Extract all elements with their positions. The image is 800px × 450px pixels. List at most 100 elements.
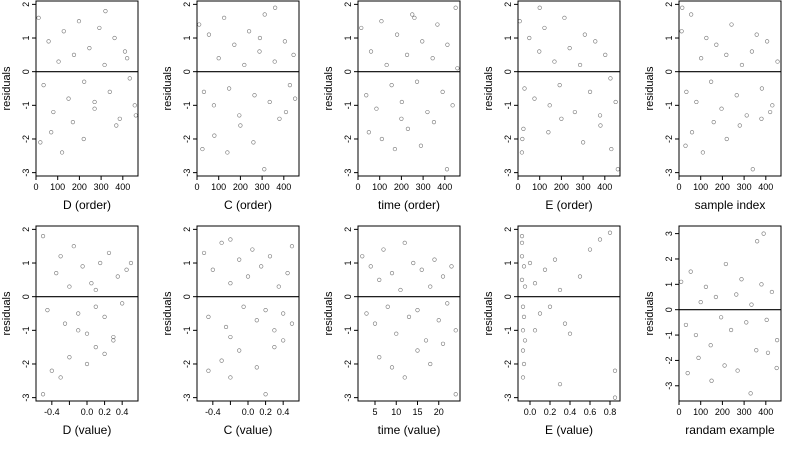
- y-tick-label: -2: [21, 135, 31, 143]
- data-point: [102, 314, 107, 319]
- y-tick-label: -2: [664, 356, 674, 364]
- data-point: [59, 150, 65, 155]
- y-tick-label: 1: [503, 36, 513, 41]
- y-tick-label: 1: [21, 36, 31, 41]
- panel-p4: -3 -2 -1 0 1 2 0 100 200 300 400 residuals E (order): [483, 0, 621, 212]
- x-axis-label: C (order): [224, 198, 272, 212]
- x-tick-label: 400: [597, 182, 612, 192]
- data-point: [542, 25, 547, 31]
- data-point: [436, 318, 441, 323]
- data-point: [739, 277, 744, 282]
- x-tick-label: 0.4: [277, 407, 290, 417]
- data-point: [522, 284, 528, 289]
- y-tick-label: -3: [343, 169, 353, 177]
- data-point: [744, 113, 749, 118]
- x-tick-label: 300: [737, 182, 752, 192]
- data-point: [415, 308, 420, 313]
- x-tick-label: 200: [715, 182, 730, 192]
- data-point: [368, 49, 374, 54]
- data-point: [385, 304, 390, 309]
- data-point: [40, 233, 46, 239]
- data-point: [223, 324, 229, 330]
- y-tick-label: -2: [182, 135, 192, 143]
- data-point: [739, 62, 745, 68]
- data-point: [289, 244, 295, 249]
- data-point: [520, 136, 525, 142]
- data-point: [128, 260, 134, 266]
- data-point: [399, 99, 404, 105]
- x-tick-label: 400: [437, 182, 452, 192]
- y-tick-label: -1: [343, 326, 353, 334]
- data-point: [237, 348, 242, 353]
- data-point: [597, 237, 603, 242]
- panel-p5: -3 -2 -1 0 1 2 0 100 200 300 400 residuals sample in…: [644, 0, 782, 212]
- data-point: [273, 5, 278, 10]
- x-tick-label: 0.8: [604, 407, 617, 417]
- data-point: [262, 167, 267, 172]
- data-point: [735, 368, 740, 373]
- data-point: [402, 240, 407, 245]
- data-point: [219, 240, 224, 245]
- data-point: [722, 363, 727, 368]
- x-tick-label: 300: [94, 182, 109, 192]
- y-axis-label: residuals: [1, 291, 13, 336]
- data-point: [98, 260, 103, 266]
- y-tick-label: 0: [21, 294, 31, 299]
- data-point: [749, 302, 754, 307]
- data-point: [404, 52, 410, 57]
- panel-p8: -3 -2 -1 0 1 2 5 10 15 20 residuals time (value): [323, 225, 461, 437]
- x-tick-label: 0.0: [524, 407, 537, 417]
- data-point: [703, 284, 709, 289]
- data-point: [679, 279, 684, 284]
- data-point: [283, 109, 289, 115]
- data-point: [685, 371, 690, 376]
- data-point: [41, 83, 46, 88]
- data-point: [577, 62, 583, 68]
- y-tick-label: 2: [182, 2, 192, 7]
- data-point: [418, 143, 424, 148]
- data-point: [381, 247, 386, 252]
- data-point: [689, 130, 695, 135]
- data-point: [379, 19, 384, 24]
- data-point: [281, 311, 286, 316]
- plot-frame: [517, 0, 621, 177]
- data-point: [719, 106, 724, 111]
- data-point: [125, 56, 130, 61]
- y-tick-label: -3: [664, 169, 674, 177]
- data-point: [759, 86, 765, 91]
- data-point: [547, 304, 553, 309]
- plot-frame: [35, 0, 139, 177]
- x-tick-label: 0: [33, 182, 38, 192]
- y-axis-label: residuals: [1, 66, 13, 111]
- plot-frame: [357, 225, 461, 402]
- x-tick-label: 0.2: [259, 407, 272, 417]
- data-point: [520, 375, 526, 380]
- data-point: [449, 264, 454, 269]
- data-point: [107, 89, 112, 94]
- data-point: [552, 59, 557, 64]
- data-point: [84, 361, 90, 367]
- data-point: [111, 338, 116, 343]
- y-tick-label: -1: [664, 331, 674, 339]
- data-point: [282, 39, 287, 44]
- data-point: [430, 56, 435, 61]
- x-tick-label: 300: [255, 182, 270, 192]
- data-point: [759, 282, 764, 287]
- x-axis-label: randam example: [685, 423, 775, 437]
- data-point: [683, 322, 689, 328]
- y-tick-label: 2: [21, 227, 31, 232]
- y-tick-label: 2: [664, 256, 674, 261]
- data-point: [292, 96, 298, 101]
- data-point: [432, 257, 437, 262]
- data-point: [62, 321, 68, 326]
- y-tick-label: 2: [503, 227, 513, 232]
- data-point: [410, 12, 415, 17]
- data-point: [519, 233, 525, 239]
- data-point: [765, 350, 771, 355]
- x-tick-label: 200: [554, 182, 569, 192]
- x-tick-label: 400: [115, 182, 130, 192]
- data-point: [612, 395, 618, 400]
- data-point: [435, 22, 440, 27]
- y-tick-label: -1: [21, 101, 31, 109]
